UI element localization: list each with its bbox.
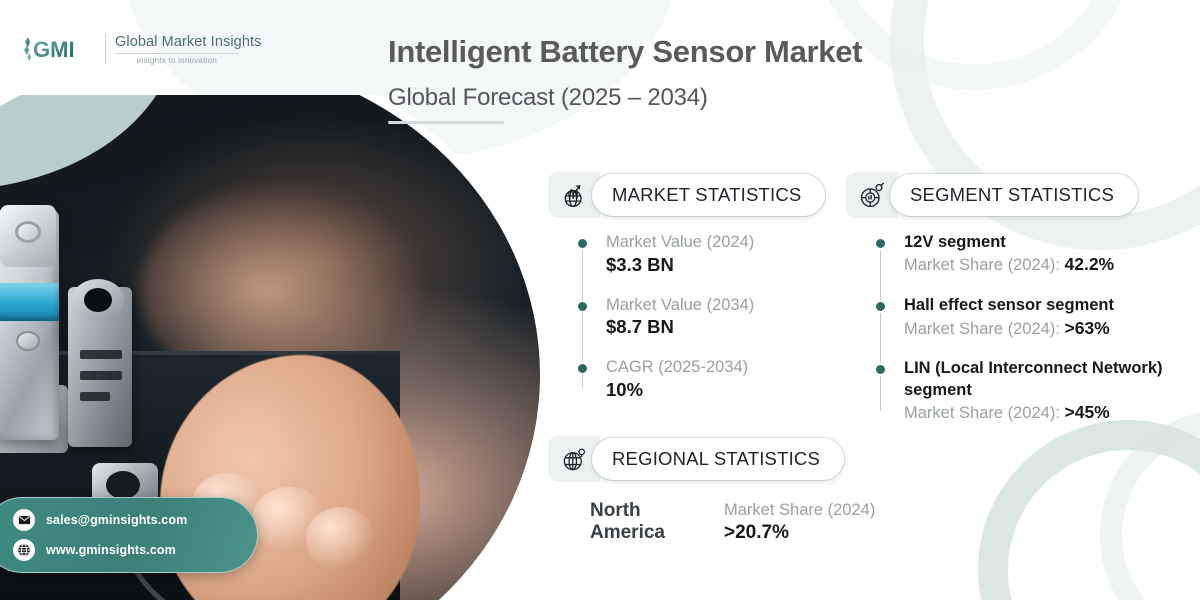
market-stat-label: CAGR (2025-2034) (606, 358, 749, 377)
segment-statistics-pill: SEGMENT STATISTICS (890, 174, 1139, 216)
panel-regional-statistics: REGIONAL STATISTICS North America Market… (548, 436, 928, 546)
timeline-dot (876, 239, 885, 248)
logo-divider (105, 34, 106, 64)
photo-hand-knuckle (306, 507, 376, 571)
market-statistics-header: MARKET STATISTICS (548, 172, 848, 218)
timeline-dot (578, 301, 587, 311)
regional-statistics-header: REGIONAL STATISTICS (548, 436, 928, 482)
contact-website-row[interactable]: www.gminsights.com (13, 539, 257, 561)
region-share-label: Market Share (2024) (724, 501, 876, 519)
contact-email-row[interactable]: sales@gminsights.com (13, 509, 257, 531)
timeline-dot (876, 302, 885, 312)
segment-share-value: 42.2% (1064, 254, 1115, 275)
market-stat-item: CAGR (2025-2034) 10% (578, 357, 848, 402)
contact-website[interactable]: www.gminsights.com (46, 543, 176, 557)
market-stat-value: $3.3 BN (606, 253, 674, 275)
hero-photo-image (0, 95, 540, 600)
segment-stat-item: 12V segment Market Share (2024): 42.2% (876, 232, 1186, 277)
gmi-logo-icon: GMI (24, 37, 75, 62)
segment-share-label: Market Share (2024): (904, 319, 1065, 338)
logo-rule (115, 52, 239, 54)
segment-statistics-header: SEGMENT STATISTICS (846, 172, 1186, 218)
segment-stat-sub: Market Share (2024): 42.2% (904, 253, 1186, 277)
segment-timeline-line (880, 242, 881, 411)
market-statistics-heading: MARKET STATISTICS (612, 184, 802, 205)
segment-stat-item: Hall effect sensor segment Market Share … (876, 295, 1186, 340)
regional-statistics-heading: REGIONAL STATISTICS (612, 448, 821, 469)
timeline-dot (578, 239, 587, 248)
market-statistics-pill: MARKET STATISTICS (592, 174, 826, 216)
contact-card: sales@gminsights.com www.gminsights.com (0, 497, 258, 573)
subtitle-underline (388, 121, 504, 124)
region-share-value: >20.7% (724, 522, 789, 544)
regional-statistics-pill: REGIONAL STATISTICS (592, 438, 845, 480)
region-share-block: Market Share (2024) >20.7% (724, 500, 875, 546)
page-title: Intelligent Battery Sensor Market (388, 34, 863, 69)
timeline-dot (578, 364, 587, 374)
photo-sensor-screw (16, 331, 40, 351)
background-ring-bottom-right (978, 420, 1200, 600)
timeline-dot (876, 365, 885, 375)
market-stat-label: Market Value (2024) (606, 233, 755, 251)
hero-photo (0, 95, 560, 600)
logo-text-block: Global Market Insights insights to innov… (115, 34, 261, 65)
region-name: North America (590, 500, 665, 544)
photo-connector-slot (80, 392, 110, 401)
globe-pin-icon (548, 436, 600, 482)
segment-share-value: >63% (1064, 317, 1110, 338)
segment-share-value: >45% (1064, 402, 1110, 422)
segment-stat-sub: Market Share (2024): >63% (904, 317, 1186, 341)
market-stat-value: 10% (606, 378, 644, 400)
regional-statistics-row: North America Market Share (2024) >20.7% (590, 500, 928, 546)
market-stat-value: $8.7 BN (606, 316, 674, 338)
photo-teal-arc-overlay (0, 95, 180, 190)
photo-sensor-blue-band (0, 283, 59, 321)
pie-chart-search-icon (846, 172, 898, 218)
photo-connector-slot (80, 350, 122, 359)
contact-email[interactable]: sales@gminsights.com (46, 513, 188, 527)
market-stat-item: Market Value (2024) $3.3 BN (578, 232, 848, 277)
segment-share-label: Market Share (2024): (904, 256, 1065, 275)
photo-sensor-head (0, 205, 56, 267)
photo-connector-tube (72, 279, 124, 321)
segment-stat-title: LIN (Local Interconnect Network) segment (904, 359, 1163, 399)
hero-photo-mask (0, 95, 540, 600)
segment-statistics-heading: SEGMENT STATISTICS (910, 184, 1115, 205)
segment-stat-title: Hall effect sensor segment (904, 296, 1114, 315)
logo-tagline: insights to innovation (136, 55, 218, 65)
market-stat-label: Market Value (2034) (606, 295, 755, 314)
market-timeline-line (582, 242, 583, 389)
market-stat-item: Market Value (2034) $8.7 BN (578, 295, 848, 340)
segment-statistics-items: 12V segment Market Share (2024): 42.2% H… (876, 232, 1186, 425)
panel-segment-statistics: SEGMENT STATISTICS 12V segment Market Sh… (846, 172, 1186, 425)
segment-stat-sub: Market Share (2024): >45% (904, 401, 1186, 425)
segment-stat-item: LIN (Local Interconnect Network) segment… (876, 358, 1186, 425)
page-subtitle: Global Forecast (2025 – 2034) (388, 84, 708, 111)
segment-share-label: Market Share (2024): (904, 404, 1065, 422)
photo-connector-slot (80, 371, 122, 380)
panel-market-statistics: MARKET STATISTICS Market Value (2024) $3… (548, 172, 848, 402)
svg-text:GMI: GMI (33, 37, 75, 62)
market-statistics-items: Market Value (2024) $3.3 BN Market Value… (578, 232, 848, 402)
globe-chart-icon (548, 172, 600, 218)
globe-icon (13, 539, 35, 561)
envelope-icon (13, 509, 35, 531)
segment-stat-title: 12V segment (904, 233, 1006, 251)
brand-logo[interactable]: GMI Global Market Insights insights to i… (20, 32, 261, 66)
logo-company-name: Global Market Insights (115, 33, 262, 50)
